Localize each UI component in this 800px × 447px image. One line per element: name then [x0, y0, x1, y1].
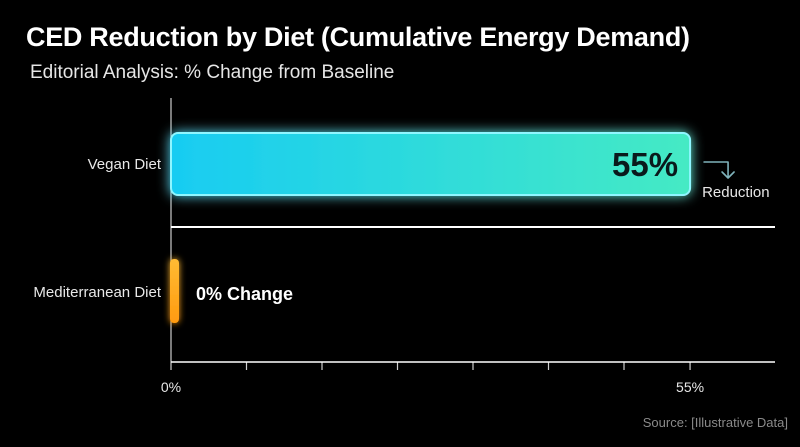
data-label-vegan: 55% — [612, 146, 678, 183]
labels: 0% 55% Vegan Diet Mediterranean Diet 55% Redu… — [33, 146, 769, 395]
bar-vegan-diet — [170, 132, 692, 196]
arrow-down-right-icon — [703, 161, 735, 179]
bar-mediterranean-diet — [170, 259, 179, 323]
chart-title: CED Reduction by Diet (Cumulative Energy… — [26, 22, 690, 52]
x-tick-label: 55% — [676, 379, 704, 395]
chart-subtitle: Editorial Analysis: % Change from Baseli… — [30, 62, 395, 83]
data-label-mediterranean: 0% Change — [196, 284, 293, 304]
category-label: Vegan Diet — [88, 156, 162, 173]
annotation-label: Reduction — [702, 184, 770, 201]
category-label: Mediterranean Diet — [33, 284, 161, 301]
bars — [170, 132, 692, 323]
source-note: Source: [Illustrative Data] — [642, 415, 788, 430]
x-tick-label: 0% — [161, 379, 181, 395]
